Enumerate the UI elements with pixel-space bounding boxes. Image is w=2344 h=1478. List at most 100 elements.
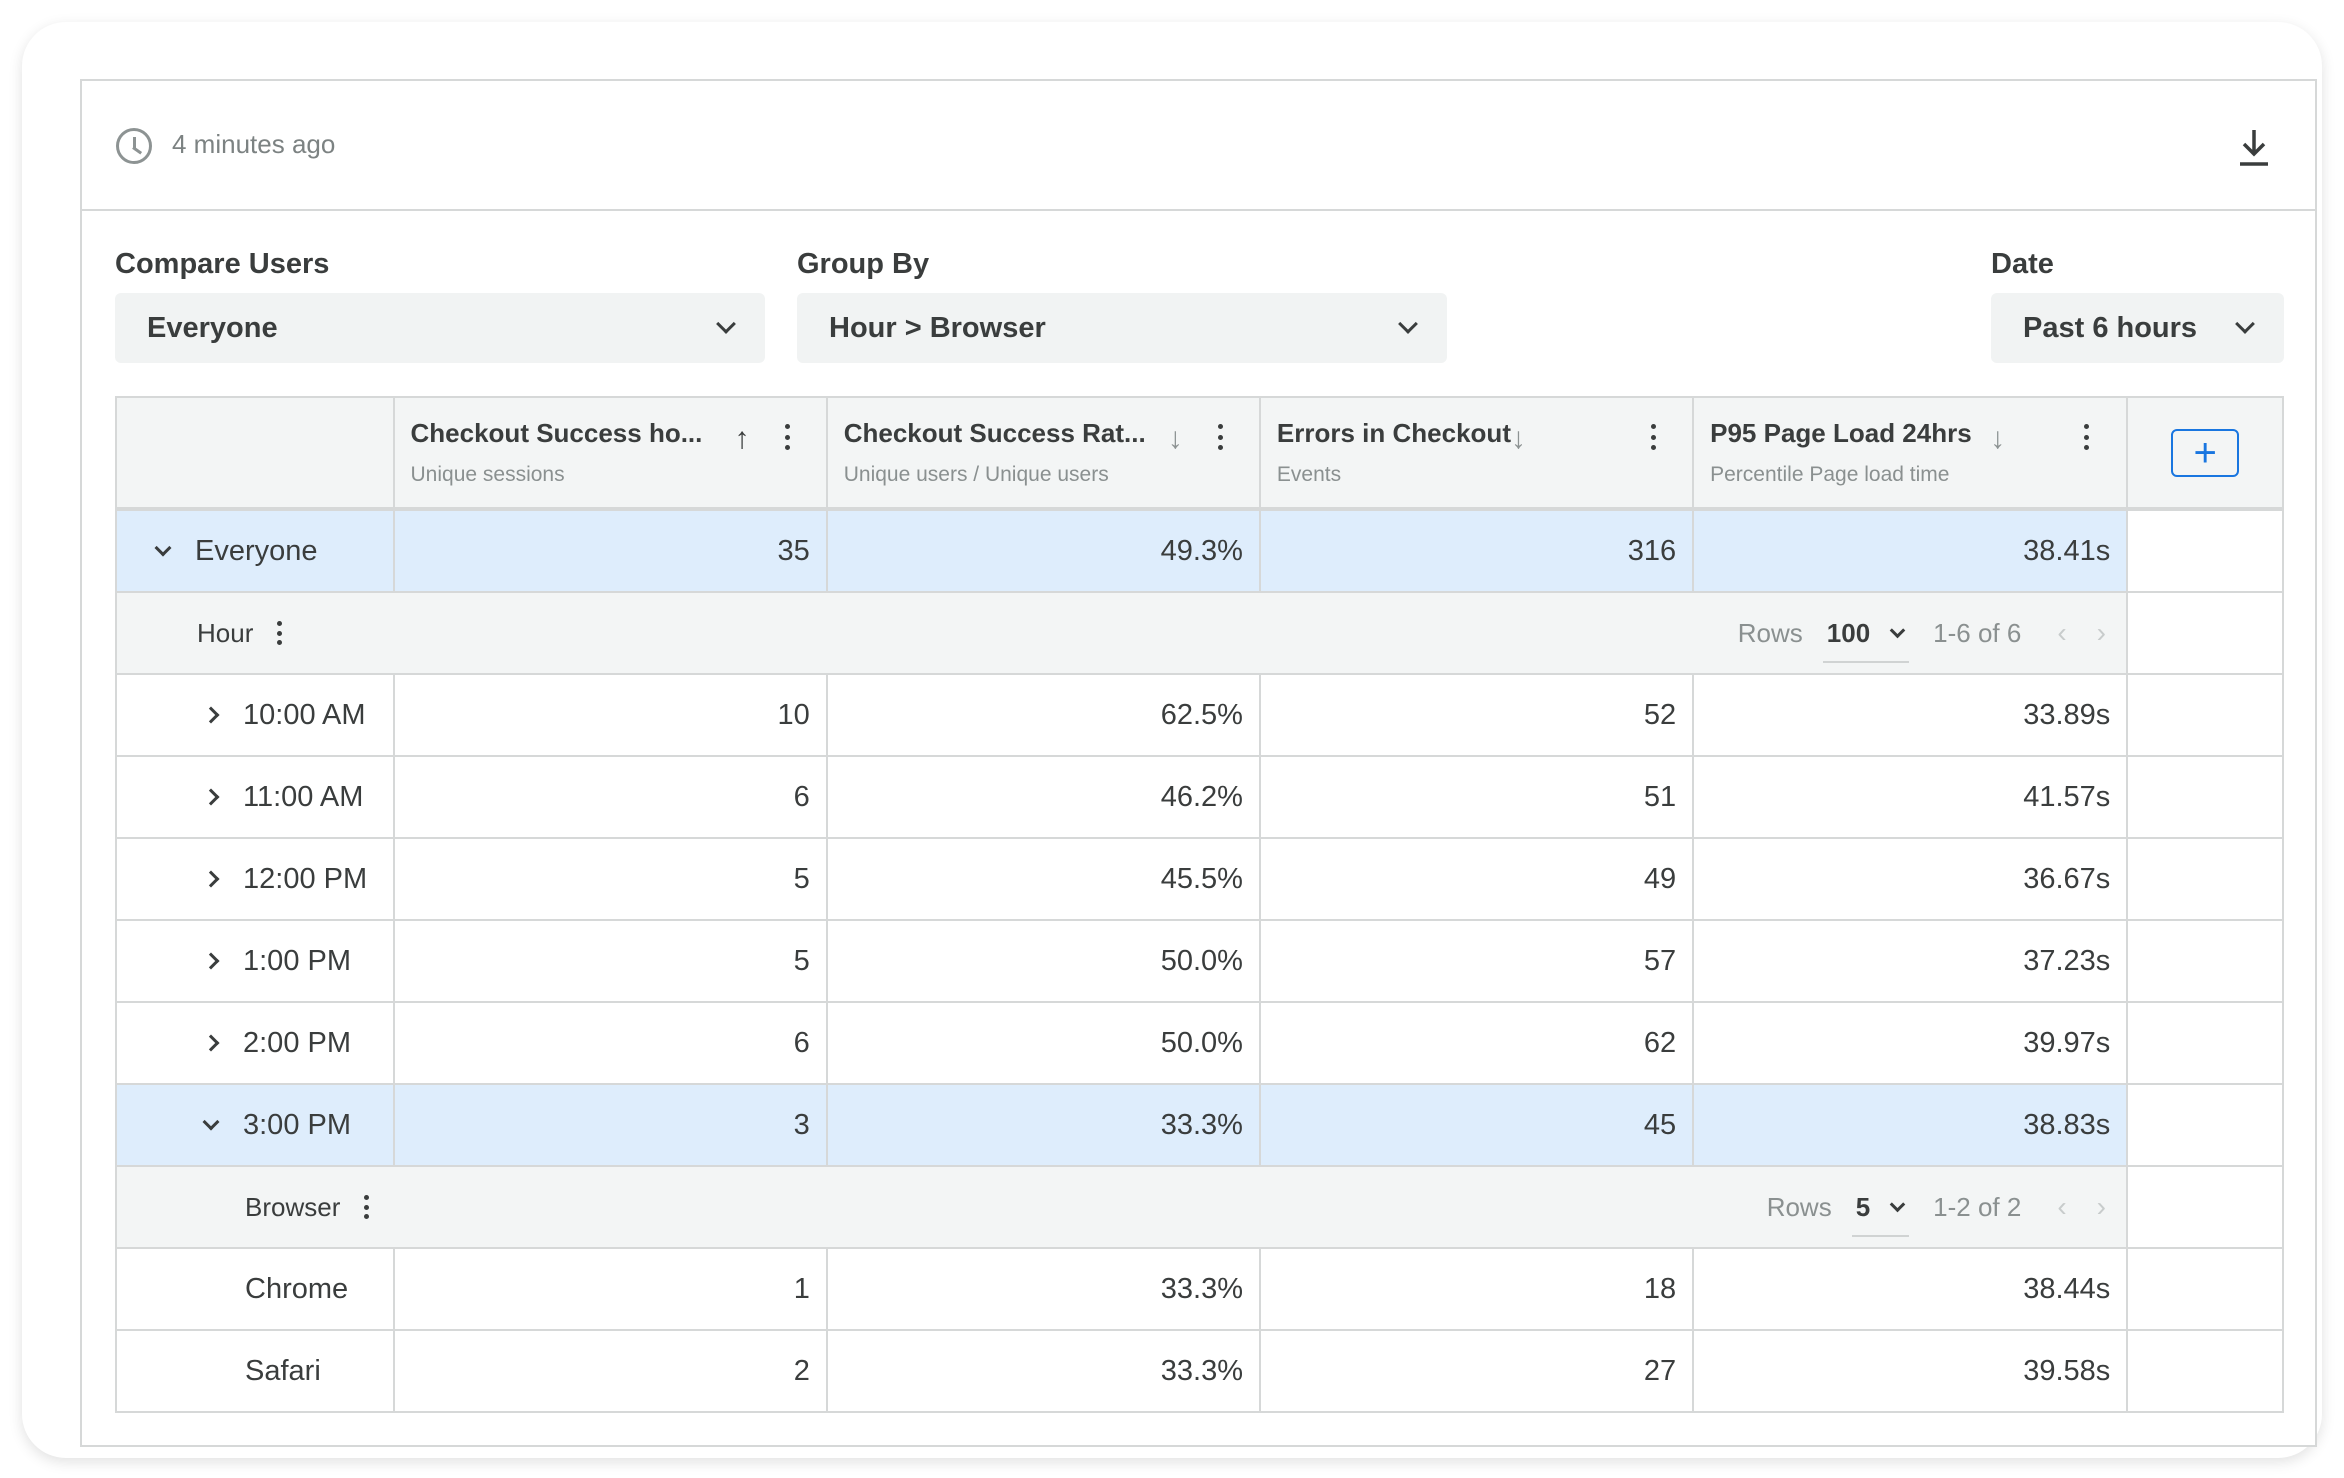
chevron-down-icon[interactable]	[154, 539, 172, 557]
table-row[interactable]: 10:00 AM 10 62.5% 52 33.89s	[117, 675, 2282, 757]
sort-arrow-icon[interactable]: ↓	[1510, 422, 1526, 455]
chevron-down-icon	[2235, 314, 2255, 334]
chevron-down-icon	[716, 314, 736, 334]
column-header[interactable]: Errors in Checkout Events ↓	[1261, 398, 1695, 507]
group-label: Browser	[245, 1191, 341, 1222]
more-options-icon[interactable]	[1650, 424, 1657, 450]
group-by-value: Hour > Browser	[829, 311, 1046, 344]
chevron-right-icon[interactable]	[202, 952, 220, 970]
group-by-dropdown[interactable]: Hour > Browser	[797, 293, 1447, 363]
row-label: 2:00 PM	[243, 1026, 351, 1059]
last-updated: 4 minutes ago	[172, 129, 336, 159]
chevron-down-icon	[1889, 1196, 1906, 1212]
empty-cell	[2128, 921, 2282, 1001]
rows-label: Rows	[1737, 617, 1803, 648]
empty-cell	[2128, 593, 2282, 673]
row-label-cell: 10:00 AM	[117, 675, 395, 755]
row-label: 11:00 AM	[243, 780, 364, 813]
add-column-button[interactable]: +	[2171, 428, 2240, 477]
cell-value: 1	[793, 1272, 810, 1305]
value-cell: 18	[1261, 1249, 1695, 1329]
value-cell: 45.5%	[828, 839, 1261, 919]
cell-value: 33.3%	[1160, 1108, 1243, 1141]
column-title: Errors in Checkout	[1276, 418, 1511, 448]
column-subtitle: Percentile Page load time	[1710, 463, 1950, 486]
value-cell: 41.57s	[1694, 757, 2129, 837]
column-header[interactable]: P95 Page Load 24hrs Percentile Page load …	[1694, 398, 2129, 507]
value-cell: 33.3%	[828, 1085, 1261, 1165]
value-cell: 33.3%	[828, 1331, 1262, 1411]
chevron-right-icon[interactable]	[202, 706, 220, 724]
chevron-right-icon[interactable]	[202, 870, 220, 888]
table-row[interactable]: 3:00 PM 3 33.3% 45 38.83s	[117, 1085, 2282, 1167]
more-options-icon[interactable]	[2084, 424, 2090, 450]
cell-value: 41.57s	[2023, 780, 2111, 813]
rows-label: Rows	[1766, 1191, 1832, 1222]
cell-value: 6	[793, 780, 810, 813]
column-header[interactable]: Checkout Success ho... Unique sessions ↑	[395, 398, 828, 507]
more-options-icon[interactable]	[364, 1195, 370, 1219]
table-row[interactable]: Safari 2 33.3% 27 39.58s	[117, 1331, 2283, 1413]
table-row[interactable]: Chrome 1 33.3% 18 38.44s	[117, 1249, 2283, 1331]
next-page-button[interactable]: ›	[2096, 617, 2106, 648]
empty-cell	[2128, 1249, 2283, 1329]
cell-value: 62.5%	[1160, 698, 1243, 731]
date-dropdown[interactable]: Past 6 hours	[1991, 293, 2284, 363]
cell-value: 49	[1643, 862, 1677, 895]
value-cell: 52	[1261, 675, 1695, 755]
prev-page-button[interactable]: ‹	[2057, 617, 2067, 648]
cell-value: 27	[1643, 1354, 1677, 1387]
compare-users-dropdown[interactable]: Everyone	[115, 293, 765, 363]
cell-value: 45.5%	[1160, 862, 1243, 895]
table-row[interactable]: 1:00 PM 5 50.0% 57 37.23s	[117, 921, 2282, 1003]
row-label: Chrome	[245, 1272, 349, 1305]
empty-cell	[2128, 757, 2282, 837]
more-options-icon[interactable]	[277, 621, 283, 645]
cell-value: 49.3%	[1160, 534, 1243, 567]
cell-value: 50.0%	[1160, 1026, 1243, 1059]
report-panel: 4 minutes ago Compare Users Everyone Gro…	[80, 79, 2317, 1447]
more-options-icon[interactable]	[784, 424, 791, 450]
row-label-cell: Chrome	[117, 1249, 395, 1329]
value-cell: 36.67s	[1694, 839, 2129, 919]
value-cell: 3	[395, 1085, 828, 1165]
chevron-down-icon[interactable]	[202, 1113, 220, 1131]
more-options-icon[interactable]	[1217, 424, 1224, 450]
cell-value: 50.0%	[1160, 944, 1243, 977]
empty-cell	[2128, 1003, 2282, 1083]
prev-page-button[interactable]: ‹	[2057, 1191, 2067, 1222]
cell-value: 36.67s	[2023, 862, 2111, 895]
data-table: Checkout Success ho... Unique sessions ↑ C…	[115, 396, 2284, 1413]
chevron-down-icon	[1398, 314, 1418, 334]
rows-per-page-select[interactable]: 5	[1851, 1178, 1910, 1237]
chevron-right-icon[interactable]	[202, 1034, 220, 1052]
table-row[interactable]: 2:00 PM 6 50.0% 62 39.97s	[117, 1003, 2282, 1085]
table-row[interactable]: 11:00 AM 6 46.2% 51 41.57s	[117, 757, 2282, 839]
cell-value: 45	[1643, 1108, 1677, 1141]
table-header: Checkout Success ho... Unique sessions ↑ C…	[117, 398, 2282, 511]
row-label-cell: Safari	[117, 1331, 395, 1411]
empty-cell	[2128, 1085, 2282, 1165]
column-header[interactable]: Checkout Success Rat... Unique users / Un…	[828, 398, 1261, 507]
value-cell: 39.58s	[1694, 1331, 2129, 1411]
column-subtitle: Unique users / Unique users	[843, 463, 1109, 486]
cell-value: 33.3%	[1160, 1354, 1244, 1387]
rows-per-page-select[interactable]: 100	[1822, 604, 1910, 663]
cell-value: 316	[1627, 534, 1677, 567]
cell-value: 5	[793, 862, 810, 895]
sort-arrow-icon[interactable]: ↓	[1990, 422, 2006, 455]
value-cell: 6	[395, 757, 828, 837]
sort-arrow-icon[interactable]: ↑	[734, 422, 750, 455]
download-icon[interactable]	[2237, 127, 2271, 167]
cell-value: 38.41s	[2023, 534, 2111, 567]
sort-arrow-icon[interactable]: ↓	[1167, 422, 1183, 455]
row-label-cell: 11:00 AM	[117, 757, 395, 837]
value-cell: 50.0%	[828, 921, 1261, 1001]
next-page-button[interactable]: ›	[2096, 1191, 2106, 1222]
chevron-right-icon[interactable]	[202, 788, 220, 806]
table-row[interactable]: Everyone 35 49.3% 316 38.41s	[117, 511, 2282, 593]
table-row[interactable]: 12:00 PM 5 45.5% 49 36.67s	[117, 839, 2282, 921]
header-blank	[117, 398, 395, 507]
value-cell: 1	[395, 1249, 828, 1329]
cell-value: 33.3%	[1160, 1272, 1244, 1305]
